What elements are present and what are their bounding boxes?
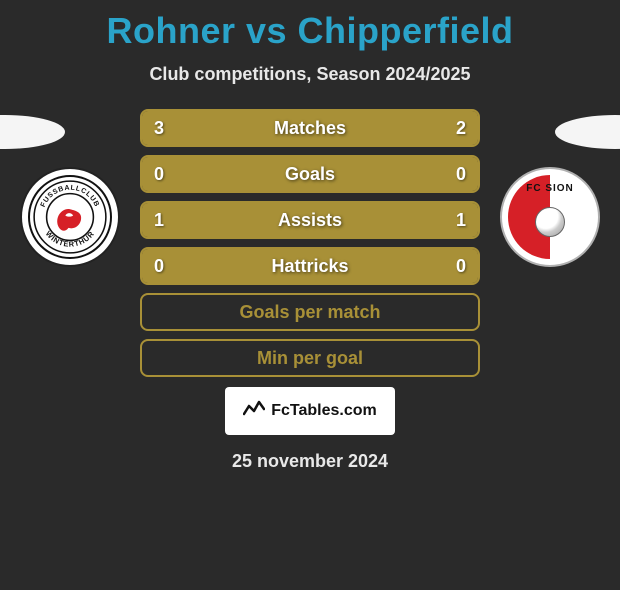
comparison-subtitle: Club competitions, Season 2024/2025 [0,64,620,85]
club-crest-sion: FC SION [508,175,592,259]
stat-row: Goals per match [140,293,480,331]
crest-label: FC SION [508,183,592,194]
stat-label: Assists [142,210,478,231]
comparison-title: Rohner vs Chipperfield [0,10,620,52]
stat-label: Goals per match [142,302,478,323]
club-badge-left: FUSSBALLCLUB WINTERTHUR [20,167,120,267]
comparison-date: 25 november 2024 [0,451,620,472]
stat-label: Min per goal [142,348,478,369]
stat-row: 11Assists [140,201,480,239]
branding-text: FcTables.com [271,402,377,420]
stat-label: Matches [142,118,478,139]
stats-container: FUSSBALLCLUB WINTERTHUR FC SION 32Matche… [0,109,620,377]
club-badge-right: FC SION [500,167,600,267]
stat-rows: 32Matches 00Goals 11Assists 00Hattricks Goal… [140,109,480,377]
player-photo-left-placeholder [0,115,65,149]
stat-row: Min per goal [140,339,480,377]
club-crest-winterthur: FUSSBALLCLUB WINTERTHUR [28,175,112,259]
stat-label: Goals [142,164,478,185]
stat-row: 32Matches [140,109,480,147]
football-icon [535,207,565,237]
stat-row: 00Hattricks [140,247,480,285]
player-photo-right-placeholder [555,115,620,149]
branding-logo-icon [243,400,265,423]
stat-label: Hattricks [142,256,478,277]
branding-badge: FcTables.com [225,387,395,435]
stat-row: 00Goals [140,155,480,193]
